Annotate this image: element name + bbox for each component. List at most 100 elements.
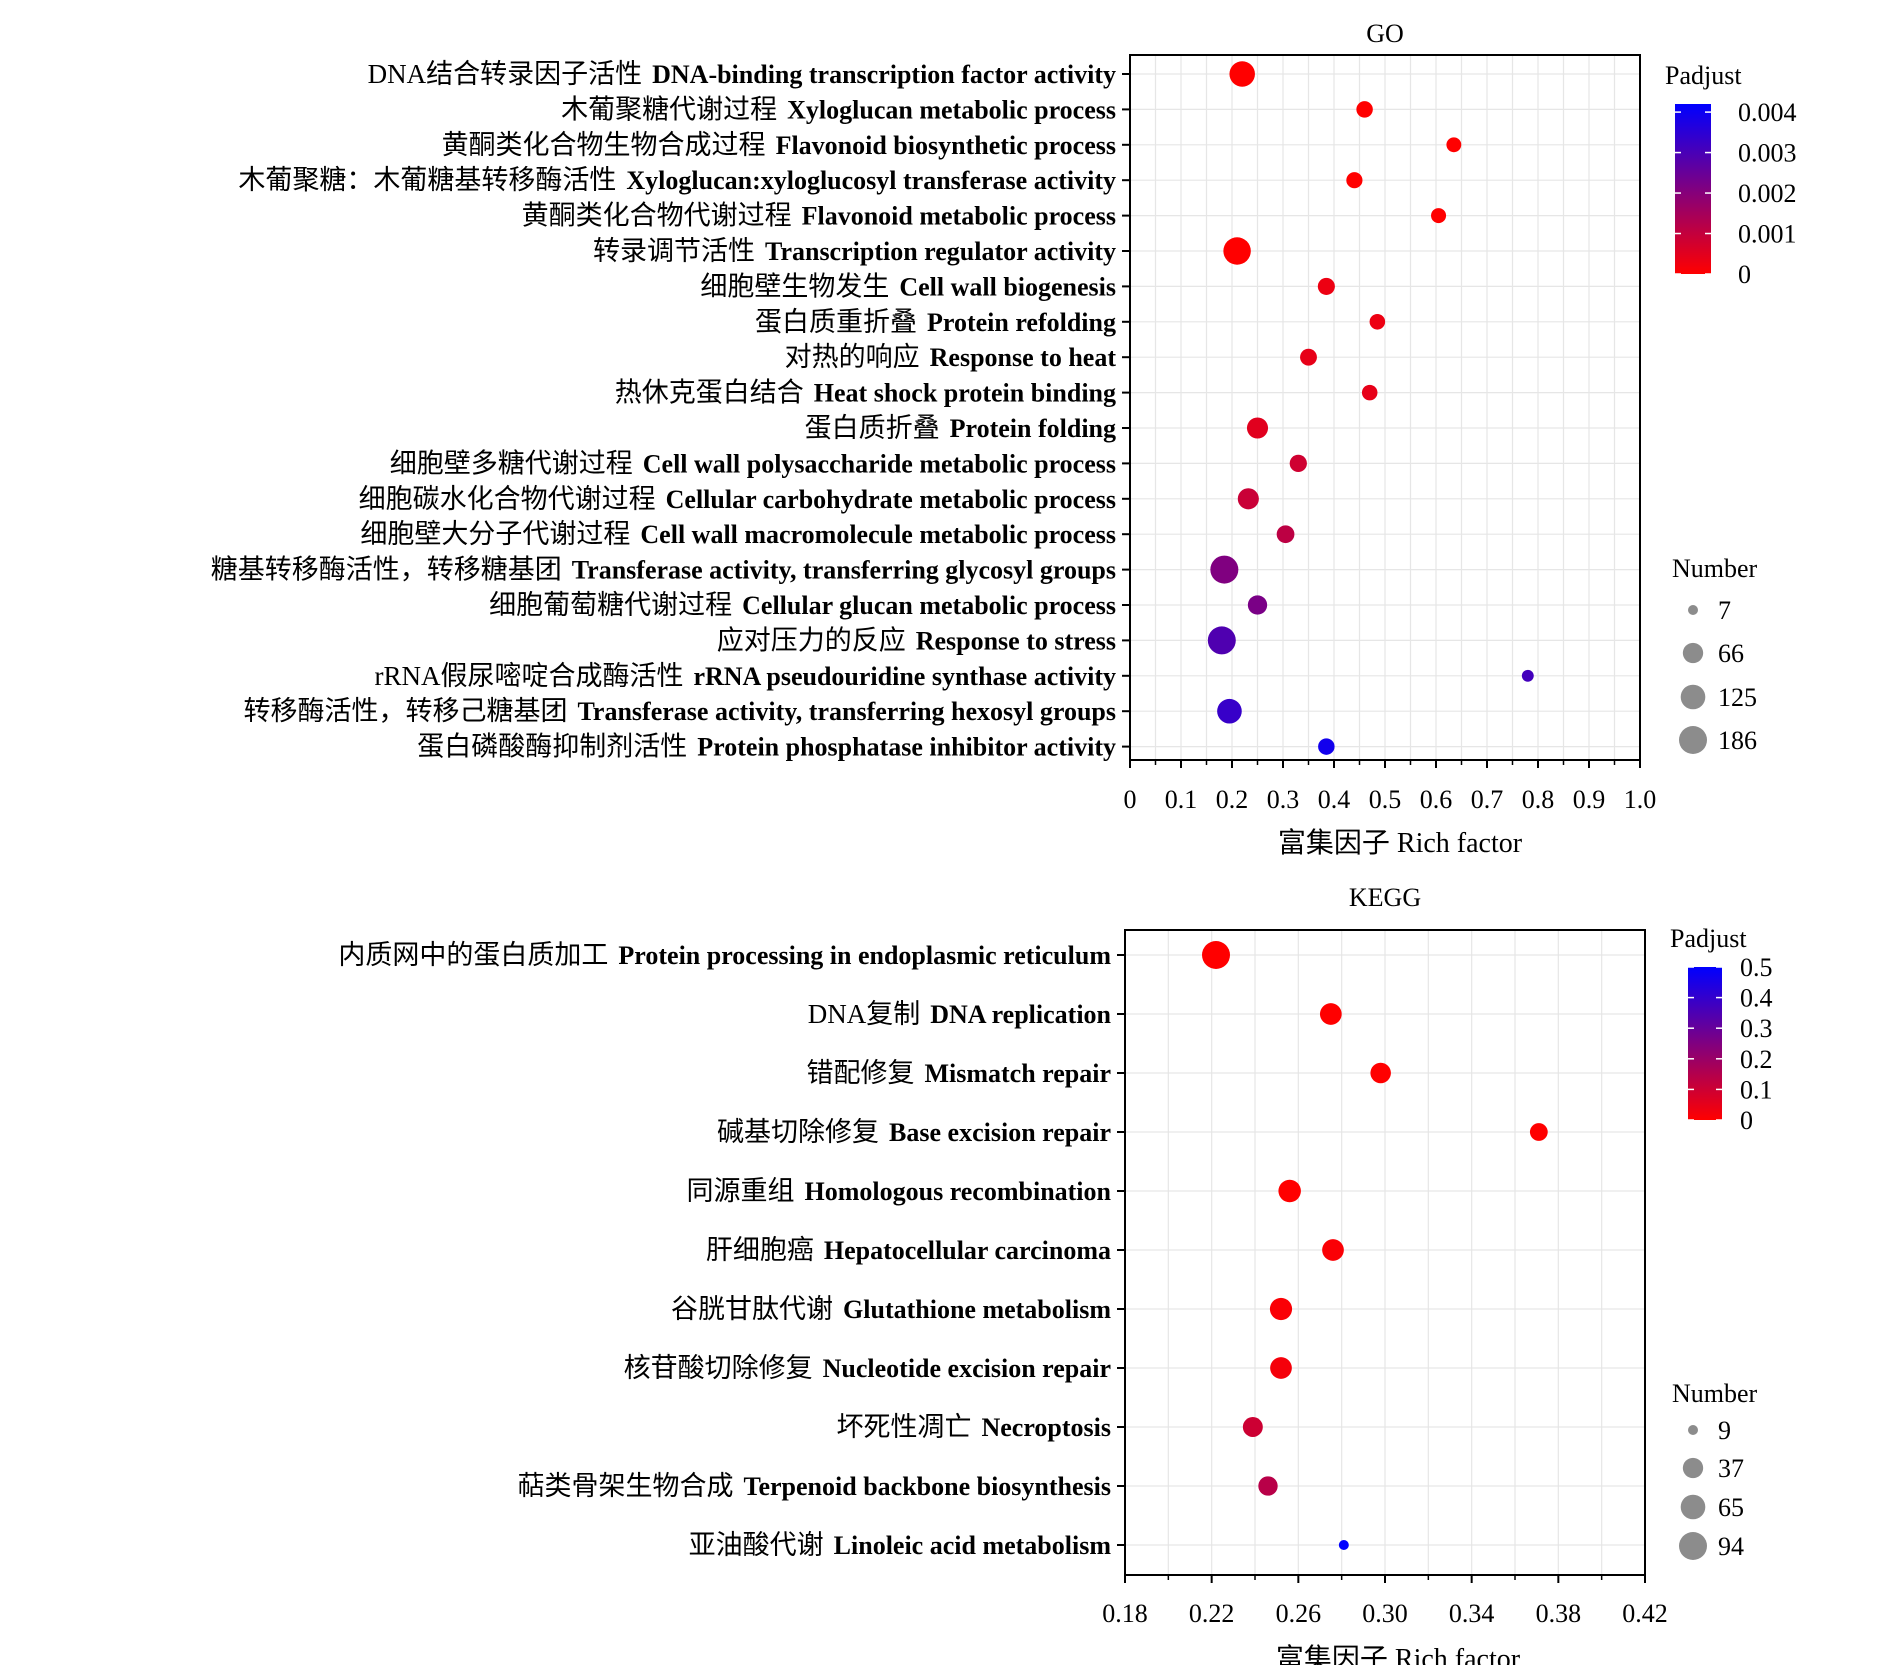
size-legend-circle	[1682, 642, 1704, 664]
y-tick-label: 萜类骨架生物合成 Terpenoid backbone biosynthesis	[518, 1471, 1111, 1501]
color-legend-tick-label: 0.3	[1740, 1014, 1773, 1043]
y-tick-label: 谷胱甘肽代谢 Glutathione metabolism	[671, 1294, 1111, 1324]
y-label-zh: 糖基转移酶活性，转移糖基团	[211, 555, 562, 585]
x-tick-label: 0	[1124, 785, 1137, 814]
data-point	[1300, 348, 1317, 366]
color-legend-tick-label: 0.003	[1738, 139, 1797, 168]
data-point	[1319, 1003, 1342, 1025]
size-legend-label: 66	[1718, 639, 1744, 668]
color-legend-bar	[1675, 104, 1711, 274]
size-legend-label: 94	[1718, 1532, 1744, 1561]
x-axis-title: 富集因子 Rich factor	[1276, 1643, 1521, 1665]
x-tick-label: 0.8	[1522, 785, 1555, 814]
x-axis-title: 富集因子 Rich factor	[1278, 827, 1523, 859]
x-tick-label: 0.6	[1420, 785, 1453, 814]
y-tick-label: 木葡聚糖代谢过程 Xyloglucan metabolic process	[561, 94, 1116, 124]
y-label-zh: 坏死性凋亡	[836, 1412, 971, 1442]
y-label-en: Transferase activity, transferring hexos…	[578, 697, 1116, 726]
data-point	[1237, 488, 1259, 510]
size-legend-label: 125	[1718, 683, 1757, 712]
size-legend-label: 9	[1718, 1416, 1731, 1445]
y-label-en: Protein folding	[950, 414, 1116, 443]
color-legend-tick-label: 0.1	[1740, 1075, 1773, 1104]
color-legend-bar	[1688, 967, 1722, 1120]
data-point	[1346, 172, 1363, 189]
y-tick-label: rRNA假尿嘧啶合成酶活性 rRNA pseudouridine synthase…	[374, 661, 1116, 691]
size-legend-label: 37	[1718, 1454, 1744, 1483]
y-label-zh: 转录调节活性	[593, 236, 755, 266]
y-label-en: Terpenoid backbone biosynthesis	[744, 1472, 1111, 1501]
y-tick-label: 黄酮类化合物代谢过程 Flavonoid metabolic process	[522, 201, 1116, 231]
x-tick-label: 0.1	[1165, 785, 1198, 814]
data-point	[1217, 698, 1242, 724]
size-legend-title: Number	[1672, 554, 1758, 583]
y-label-zh: 萜类骨架生物合成	[518, 1471, 734, 1501]
y-label-zh: 肝细胞癌	[706, 1235, 814, 1265]
panel-title: GO	[1366, 19, 1404, 48]
data-point	[1246, 417, 1269, 439]
x-tick-label: 0.30	[1362, 1599, 1408, 1628]
size-legend-label: 7	[1718, 596, 1731, 625]
data-point	[1318, 738, 1335, 755]
y-label-en: Xyloglucan metabolic process	[787, 95, 1116, 124]
y-label-en: Glutathione metabolism	[843, 1295, 1111, 1324]
y-tick-label: 亚油酸代谢 Linoleic acid metabolism	[689, 1530, 1112, 1560]
size-legend-circle	[1688, 605, 1698, 615]
color-legend-tick-label: 0.001	[1738, 220, 1797, 249]
y-label-zh: 细胞碳水化合物代谢过程	[359, 484, 656, 514]
y-label-en: Cellular glucan metabolic process	[742, 591, 1116, 620]
y-label-zh: 细胞葡萄糖代谢过程	[489, 590, 732, 620]
y-label-zh: 转移酶活性，转移己糖基团	[244, 696, 568, 726]
data-point	[1322, 1239, 1344, 1261]
x-tick-label: 0.2	[1216, 785, 1249, 814]
data-point	[1242, 1417, 1263, 1437]
y-label-zh: 错配修复	[806, 1058, 914, 1088]
data-point	[1317, 277, 1335, 295]
y-label-en: Hepatocellular carcinoma	[824, 1236, 1111, 1265]
x-tick-label: 0.9	[1573, 785, 1606, 814]
y-tick-label: 细胞壁多糖代谢过程 Cell wall polysaccharide metabo…	[390, 448, 1116, 478]
data-point	[1356, 101, 1373, 118]
data-point	[1361, 384, 1378, 401]
y-label-zh: 同源重组	[687, 1176, 795, 1206]
color-legend-title: Padjust	[1665, 61, 1742, 90]
y-tick-label: 内质网中的蛋白质加工 Protein processing in endoplas…	[338, 940, 1111, 970]
y-label-zh: 对热的响应	[785, 342, 920, 372]
y-tick-label: 碱基切除修复 Base excision repair	[717, 1117, 1111, 1147]
y-label-en: DNA-binding transcription factor activit…	[652, 60, 1116, 89]
data-point	[1202, 941, 1230, 969]
size-legend-title: Number	[1672, 1379, 1758, 1408]
y-tick-label: 核苷酸切除修复 Nucleotide excision repair	[624, 1353, 1111, 1383]
data-point	[1370, 1062, 1391, 1084]
y-tick-label: 应对压力的反应 Response to stress	[717, 625, 1116, 655]
y-label-zh: 蛋白质重折叠	[755, 307, 917, 337]
y-label-zh: 木葡聚糖：木葡糖基转移酶活性	[238, 165, 616, 195]
y-label-en: Transferase activity, transferring glyco…	[572, 556, 1116, 585]
color-legend-tick-label: 0.5	[1740, 953, 1773, 982]
y-tick-label: 蛋白质折叠 Protein folding	[805, 413, 1116, 443]
y-label-zh: DNA复制	[808, 999, 921, 1029]
data-points	[1207, 61, 1534, 755]
data-point	[1289, 454, 1307, 473]
y-label-en: Heat shock protein binding	[814, 379, 1116, 408]
y-label-zh: 蛋白磷酸酶抑制剂活性	[417, 732, 687, 762]
y-tick-label: 热休克蛋白结合 Heat shock protein binding	[615, 378, 1116, 408]
size-legend-circle	[1682, 1457, 1704, 1479]
y-label-zh: 蛋白质折叠	[805, 413, 940, 443]
data-point	[1431, 208, 1447, 224]
y-tick-label: 细胞壁生物发生 Cell wall biogenesis	[700, 271, 1116, 301]
y-label-en: Cell wall macromolecule metabolic proces…	[640, 520, 1116, 549]
size-legend-circle	[1680, 684, 1706, 710]
y-label-zh: 亚油酸代谢	[689, 1530, 824, 1560]
color-legend-title: Padjust	[1670, 924, 1747, 953]
y-label-zh: 细胞壁生物发生	[700, 271, 889, 301]
y-label-zh: 碱基切除修复	[717, 1117, 879, 1147]
size-legend-label: 186	[1718, 726, 1757, 755]
size-legend-circle	[1680, 1494, 1706, 1520]
y-label-zh: 热休克蛋白结合	[615, 378, 804, 408]
x-tick-label: 0.7	[1471, 785, 1504, 814]
data-point	[1276, 525, 1295, 544]
data-point	[1229, 61, 1255, 87]
